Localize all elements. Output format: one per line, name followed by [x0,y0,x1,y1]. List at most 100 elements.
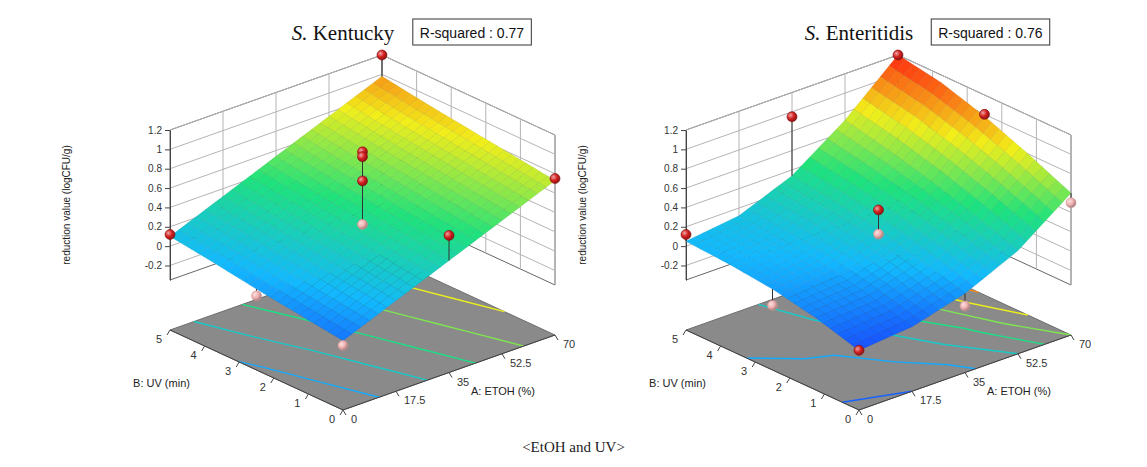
contour-line [408,316,437,323]
contour-line [466,331,524,346]
z-tick-label: 0.6 [664,183,678,194]
z-tick: 1 [672,144,686,155]
annotation-box [931,19,1049,45]
x-tick-label: 35 [457,376,469,388]
contour-line [194,321,252,336]
contour-line [965,302,1028,315]
z-tick-label: 0.4 [148,202,162,213]
y-tick-mark [236,362,239,367]
x-tick-mark [396,391,399,396]
grid [170,55,555,285]
contour-line [842,391,912,402]
contour-line [252,336,304,348]
z-tick-mark [165,188,170,189]
z-grid-line [170,132,555,212]
y-tick-label: 4 [190,349,196,361]
z-tick-label: 1 [156,144,162,155]
y-tick-label: 0 [329,413,335,425]
figure: <EtOH and UV>017.53552.570012345A: ETOH … [0,0,1147,467]
x-axis: 017.53552.570 [343,335,575,425]
z-tick: 0.8 [664,163,686,174]
design-point [768,300,778,310]
design-point [550,174,560,184]
z-grid-line [686,171,1071,251]
z-tick-mark [165,149,170,150]
z-tick-label: 0.2 [664,221,678,232]
design-point [377,50,387,60]
design-point [980,109,990,119]
z-tick-mark [681,149,686,150]
contour-floor [170,255,555,410]
y-tick-label: 4 [706,349,712,361]
z-tick: -0.2 [661,260,686,271]
y-tick-label: 1 [810,397,816,409]
z-tick-label: -0.2 [661,260,679,271]
y-tick-label: 3 [741,365,747,377]
z-tick: 1.2 [664,125,686,136]
design-point [681,230,691,240]
z-tick-label: 0.8 [148,163,162,174]
title-part: S. [292,21,308,45]
y-axis-title: B: UV (min) [133,377,190,389]
z-tick-mark [681,207,686,208]
z-tick-mark [165,169,170,170]
title: S. Enteritidis [805,21,914,45]
z-tick-label: -0.2 [145,260,163,271]
wall [686,55,898,280]
x-tick-mark [912,391,915,396]
x-grid-line [170,130,171,280]
y-tick-mark [305,394,308,399]
title: S. Kentucky [292,21,395,45]
x-tick-label: 70 [563,338,575,350]
y-tick-mark [271,378,274,383]
design-point [358,176,368,186]
z-tick-mark [165,246,170,247]
z-axis-title: reduction value (logCFU/g) [577,145,588,265]
wall [382,55,555,285]
x-tick-label: 17.5 [404,394,425,406]
contour-line [360,333,370,335]
z-tick-label: 0.4 [664,202,678,213]
x-tick-mark [1018,354,1021,359]
z-grid-line [170,74,555,154]
contour-line [418,348,476,363]
y-tick-label: 3 [225,365,231,377]
surface [170,76,555,340]
x-tick-label: 35 [973,376,985,388]
z-grid-line [170,171,555,251]
y-tick-label: 5 [156,333,162,345]
z-tick-mark [165,207,170,208]
z-axis-line [170,131,171,281]
x-axis: 017.53552.570 [859,335,1091,425]
design-points [681,50,1076,355]
contour-line [370,336,418,348]
z-tick-label: 1.2 [664,125,678,136]
contour-line [895,362,948,365]
x-axis-title: A: ETOH (%) [987,385,1051,397]
z-grid-line [686,132,1071,212]
contour-line [321,382,379,397]
z-tick-label: 0.2 [148,221,162,232]
z-tick-label: 0 [672,241,678,252]
x-tick-label: 17.5 [920,394,941,406]
y-axis-title: B: UV (min) [649,377,706,389]
z-tick-mark [165,130,170,131]
z-axis: -0.2 0 0.2 0.4 0.6 0.8 1 1.2 [661,125,687,281]
z-tick: 1.2 [148,125,170,136]
design-point [787,112,797,122]
design-point [444,230,454,240]
z-tick-label: 0.6 [148,183,162,194]
z-tick: 0.4 [664,202,686,213]
z-tick: -0.2 [145,260,170,271]
point-stem [792,117,793,176]
contour-line [1004,324,1071,335]
z-grid-line [170,55,555,135]
y-tick-mark [202,346,205,351]
z-tick: 0.6 [148,183,170,194]
z-axis-title: reduction value (logCFU/g) [61,145,72,265]
surface [686,55,1071,350]
grid [686,55,1071,285]
contour-line [238,361,264,367]
z-tick-mark [681,227,686,228]
x-tick-mark [859,410,862,415]
